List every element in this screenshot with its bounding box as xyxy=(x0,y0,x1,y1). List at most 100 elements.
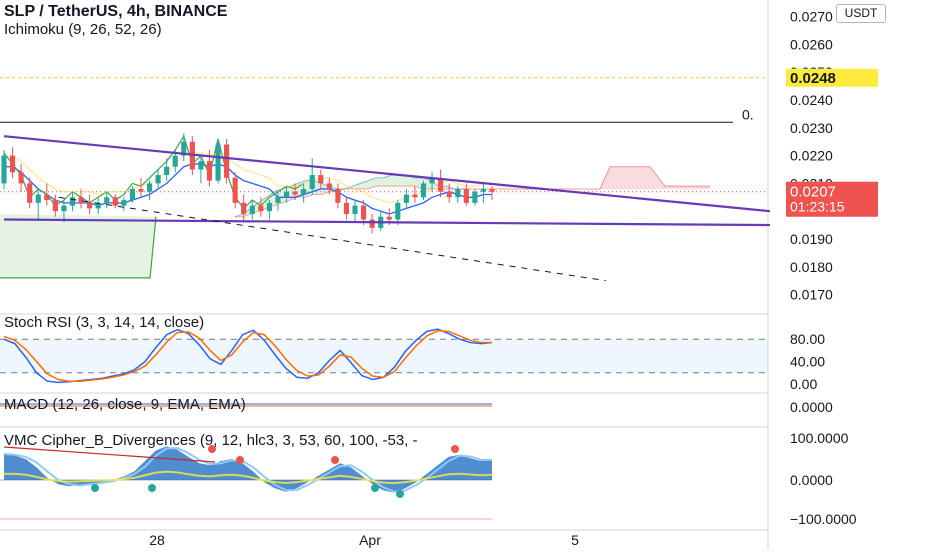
candle xyxy=(129,186,135,203)
ichimoku-label[interactable]: Ichimoku (9, 26, 52, 26) xyxy=(4,21,162,38)
currency-button[interactable]: USDT xyxy=(836,4,886,23)
candle-body xyxy=(258,205,264,212)
candle xyxy=(241,194,247,223)
candle-body xyxy=(104,197,110,203)
candle xyxy=(215,138,221,184)
stoch-rsi-label[interactable]: Stoch RSI (3, 3, 14, 14, close) xyxy=(4,314,205,331)
candle-body xyxy=(412,194,418,198)
candle-body xyxy=(292,191,298,195)
last-price-badge xyxy=(786,181,878,217)
candle-body xyxy=(283,191,290,198)
y-tick-label: 0.0190 xyxy=(790,231,833,247)
candle xyxy=(138,177,144,198)
candle-body xyxy=(121,200,127,206)
candle xyxy=(112,194,118,209)
candle xyxy=(95,197,101,214)
candle xyxy=(249,200,255,220)
candle-body xyxy=(343,202,350,214)
candle-body xyxy=(69,197,76,206)
candle-body xyxy=(1,155,7,184)
trendline-dashed xyxy=(58,196,606,282)
future-cloud-edge xyxy=(470,166,710,190)
candle xyxy=(378,211,384,231)
candle xyxy=(489,186,495,201)
y-tick-label: 0.0270 xyxy=(790,9,833,25)
candle-body xyxy=(198,161,204,170)
vmc-cross-dot xyxy=(148,484,156,492)
candle xyxy=(52,194,58,217)
ichimoku-cloud xyxy=(235,175,470,217)
vmc-divergence-line xyxy=(3,446,216,463)
candle-body xyxy=(326,183,332,189)
ichimoku-cloud-past xyxy=(0,213,156,278)
candle xyxy=(275,191,281,212)
vmc-cross-dot xyxy=(396,490,404,498)
candle-body xyxy=(369,219,375,228)
macd-label[interactable]: MACD (12, 26, close, 9, EMA, EMA) xyxy=(4,396,246,413)
candle xyxy=(266,200,272,220)
last-price-label: 0.0207 xyxy=(790,184,836,201)
candle xyxy=(146,180,153,201)
candle xyxy=(78,188,84,209)
candle-body xyxy=(18,172,24,184)
stoch-tick-label: 40.00 xyxy=(790,354,825,370)
candle-body xyxy=(129,188,135,201)
vmc-tick-label: 0.0000 xyxy=(790,472,833,488)
candle-body xyxy=(446,191,452,198)
stoch-band xyxy=(0,339,768,373)
vmc-cipher-label[interactable]: VMC Cipher_B_Divergences (9, 12, hlc3, 3… xyxy=(4,432,418,449)
future-cloud xyxy=(470,166,710,189)
candle xyxy=(343,197,350,220)
y-tick-label: 0.0260 xyxy=(790,36,833,52)
candle xyxy=(318,169,324,189)
candle xyxy=(283,186,290,203)
stoch-tick-label: 0.00 xyxy=(790,376,817,392)
candle xyxy=(27,177,33,209)
vmc-tick-label: −100.0000 xyxy=(790,511,857,527)
candle-body xyxy=(361,205,367,220)
candle xyxy=(87,194,93,214)
alert-price-badge xyxy=(786,68,878,87)
candle-body xyxy=(489,188,495,192)
alert-price-label: 0.0248 xyxy=(790,70,836,87)
candle xyxy=(258,197,264,217)
candle xyxy=(455,186,461,203)
stoch-tick-label: 80.00 xyxy=(790,331,825,347)
candle-body xyxy=(241,202,247,214)
candle xyxy=(198,155,204,184)
candle-body xyxy=(232,177,238,203)
candle-body xyxy=(87,202,93,209)
candle-body xyxy=(386,216,392,220)
y-tick-label: 0.0220 xyxy=(790,148,833,164)
vmc-cross-dot xyxy=(331,456,339,464)
candle-body xyxy=(146,183,153,192)
candle xyxy=(361,200,367,226)
vmc-cross-dot xyxy=(451,445,459,453)
stoch-d-line xyxy=(3,330,492,382)
candle-body xyxy=(429,177,435,184)
candle-body xyxy=(352,205,358,214)
candle xyxy=(335,183,341,209)
candle-body xyxy=(249,205,255,214)
x-tick-label: Apr xyxy=(359,532,381,548)
candle-body xyxy=(420,183,427,198)
y-tick-label: 0.0240 xyxy=(790,92,833,108)
candle-body xyxy=(266,202,272,212)
senkou-span-b xyxy=(235,185,470,218)
candle-body xyxy=(206,161,213,181)
macd-tick-label: 0.0000 xyxy=(790,399,833,415)
y-tick-label: 0.0230 xyxy=(790,120,833,136)
candle-body xyxy=(138,188,144,192)
candle xyxy=(326,177,332,195)
candle xyxy=(164,158,170,181)
candle xyxy=(224,138,230,184)
candle xyxy=(61,200,67,223)
trendline-lower xyxy=(3,218,771,227)
candle-body xyxy=(301,188,307,195)
candle-body xyxy=(155,175,161,184)
candle xyxy=(9,147,16,178)
horizontal-line-label: 0. xyxy=(742,106,754,122)
candle-body xyxy=(78,197,84,203)
